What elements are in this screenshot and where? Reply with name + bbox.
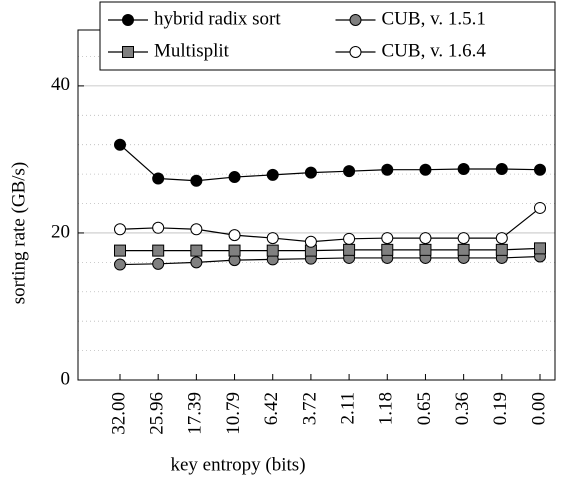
- y-axis-label: sorting rate (GB/s): [8, 162, 29, 304]
- x-axis-label: key entropy (bits): [170, 454, 305, 475]
- data-point: [381, 232, 394, 245]
- legend-label: CUB, v. 1.6.4: [382, 40, 487, 61]
- data-point: [190, 256, 203, 269]
- data-point: [266, 244, 279, 257]
- legend-marker: [349, 46, 362, 58]
- x-tick-label: 32.00: [108, 392, 129, 435]
- data-point: [457, 162, 470, 175]
- data-point: [114, 244, 126, 257]
- x-tick-label: 10.79: [223, 392, 244, 435]
- y-tick-label: 20: [51, 221, 70, 242]
- data-point: [343, 243, 356, 256]
- data-point: [343, 232, 356, 245]
- data-point: [190, 223, 203, 236]
- data-point: [152, 221, 165, 234]
- x-tick-label: 0.65: [414, 392, 435, 425]
- series-line: [119, 144, 541, 182]
- data-point: [152, 257, 165, 270]
- legend-label: Multisplit: [154, 40, 230, 61]
- data-point: [495, 232, 508, 245]
- x-tick-label: 0.36: [452, 392, 473, 425]
- y-tick-label: 0: [61, 368, 71, 389]
- data-point: [457, 232, 470, 245]
- x-tick-label: 3.72: [299, 392, 320, 425]
- data-point: [114, 223, 126, 236]
- legend-marker: [122, 14, 134, 26]
- data-point: [534, 163, 546, 176]
- data-point: [228, 244, 241, 257]
- data-point: [495, 243, 508, 256]
- data-point: [228, 171, 241, 184]
- plot-frame: [77, 29, 556, 381]
- data-point: [534, 201, 546, 214]
- legend-marker: [122, 46, 134, 58]
- data-point: [228, 229, 241, 242]
- data-point: [495, 162, 508, 175]
- data-point: [304, 166, 317, 179]
- series-line: [119, 207, 541, 243]
- data-point: [190, 244, 203, 257]
- data-point: [266, 168, 279, 181]
- data-point: [114, 138, 126, 151]
- data-point: [343, 165, 356, 178]
- data-point: [190, 174, 203, 187]
- x-tick-label: 6.42: [261, 392, 282, 425]
- x-tick-label: 1.18: [376, 392, 397, 425]
- data-point: [419, 243, 432, 256]
- series-line: [119, 255, 541, 266]
- y-tick-label: 40: [51, 74, 70, 95]
- data-point: [534, 242, 546, 255]
- data-point: [381, 243, 394, 256]
- x-tick-label: 0.00: [528, 392, 549, 425]
- x-tick-label: 2.11: [337, 392, 358, 425]
- data-point: [419, 163, 432, 176]
- legend-box: [99, 1, 556, 71]
- data-point: [152, 244, 165, 257]
- data-point: [419, 232, 432, 245]
- data-point: [381, 163, 394, 176]
- x-tick-label: 17.39: [185, 392, 206, 435]
- data-point: [266, 232, 279, 245]
- data-point: [152, 172, 165, 185]
- data-point: [457, 243, 470, 256]
- x-tick-label: 25.96: [147, 392, 168, 435]
- series-line: [120, 247, 541, 252]
- data-point: [114, 258, 126, 271]
- legend-marker: [349, 14, 362, 26]
- data-point: [304, 235, 317, 248]
- legend-label: hybrid radix sort: [154, 8, 281, 29]
- x-tick-label: 0.19: [490, 392, 511, 425]
- legend: hybrid radix sort CUB, v. 1.5.1 Multisplit…: [99, 1, 556, 71]
- legend-label: CUB, v. 1.5.1: [382, 8, 486, 29]
